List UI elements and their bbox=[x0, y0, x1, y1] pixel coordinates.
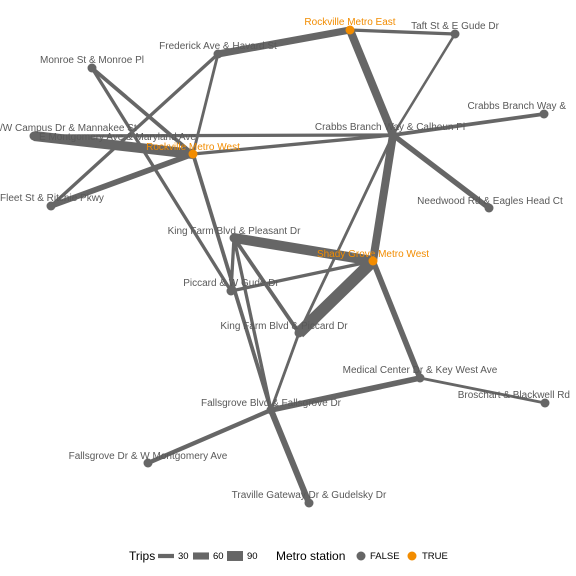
node-label-fallsgrove-w-montgomery: Fallsgrove Dr & W Montgomery Ave bbox=[69, 451, 228, 462]
legend-trips-label-30: 30 bbox=[178, 551, 189, 562]
label-layer: Rockville Metro East Taft St & E Gude Dr F… bbox=[0, 17, 570, 501]
node-label-crabbs-calhoun: Crabbs Branch Way & Calhoun Pl bbox=[315, 122, 465, 133]
edge-monroe-to-piccard-gude bbox=[92, 68, 231, 291]
node-label-frederick-havard: Frederick Ave & Havard St bbox=[159, 41, 277, 52]
node-label-taft-gude: Taft St & E Gude Dr bbox=[411, 21, 499, 32]
edge-frederick-havard-to-rockville-west bbox=[193, 54, 218, 154]
node-label-fallsgrove: Fallsgrove Blvd & Fallsgrove Dr bbox=[201, 398, 342, 409]
legend: Trips 30 60 90 Metro station FALSE TRUE bbox=[129, 549, 448, 563]
edge-shady-grove-west-to-medical-center bbox=[373, 261, 420, 378]
legend-metro-swatch-false bbox=[357, 552, 366, 561]
node-label-ritchie: Fleet St & Ritchie Pkwy bbox=[0, 193, 104, 204]
edge-taft-gude-to-crabbs-calhoun bbox=[393, 34, 455, 135]
node-label-monroe: Monroe St & Monroe Pl bbox=[40, 55, 144, 66]
node-label-broschart: Broschart & Blackwell Rd bbox=[458, 390, 570, 401]
node-label-crabbs-way: Crabbs Branch Way & bbox=[467, 101, 566, 112]
legend-metro-label-false: FALSE bbox=[370, 551, 400, 562]
node-layer bbox=[30, 26, 550, 508]
node-label-traville: Traville Gateway Dr & Gudelsky Dr bbox=[232, 490, 387, 501]
legend-metro-label-true: TRUE bbox=[422, 551, 448, 562]
legend-metro-title: Metro station bbox=[276, 549, 345, 563]
legend-trips-label-60: 60 bbox=[213, 551, 224, 562]
node-label-piccard-gude: Piccard & W Gude Dr bbox=[183, 278, 279, 289]
node-label-rockville-west: Rockville Metro West bbox=[146, 142, 240, 153]
node-label-medical-center: Medical Center Dr & Key West Ave bbox=[343, 365, 498, 376]
node-label-needwood: Needwood Rd & Eagles Head Ct bbox=[417, 196, 563, 207]
node-label-shady-grove-west: Shady Grove Metro West bbox=[317, 249, 429, 260]
node-label-rockville-east: Rockville Metro East bbox=[304, 17, 395, 28]
node-label-kingfarm-piccard: King Farm Blvd & Piccard Dr bbox=[220, 321, 348, 332]
legend-trips-label-90: 90 bbox=[247, 551, 258, 562]
legend-trips-title: Trips bbox=[129, 549, 155, 563]
legend-metro-swatch-true bbox=[408, 552, 417, 561]
node-label-kingfarm-pleasant: King Farm Blvd & Pleasant Dr bbox=[168, 226, 301, 237]
edge-rockville-east-to-crabbs-calhoun bbox=[350, 30, 393, 135]
